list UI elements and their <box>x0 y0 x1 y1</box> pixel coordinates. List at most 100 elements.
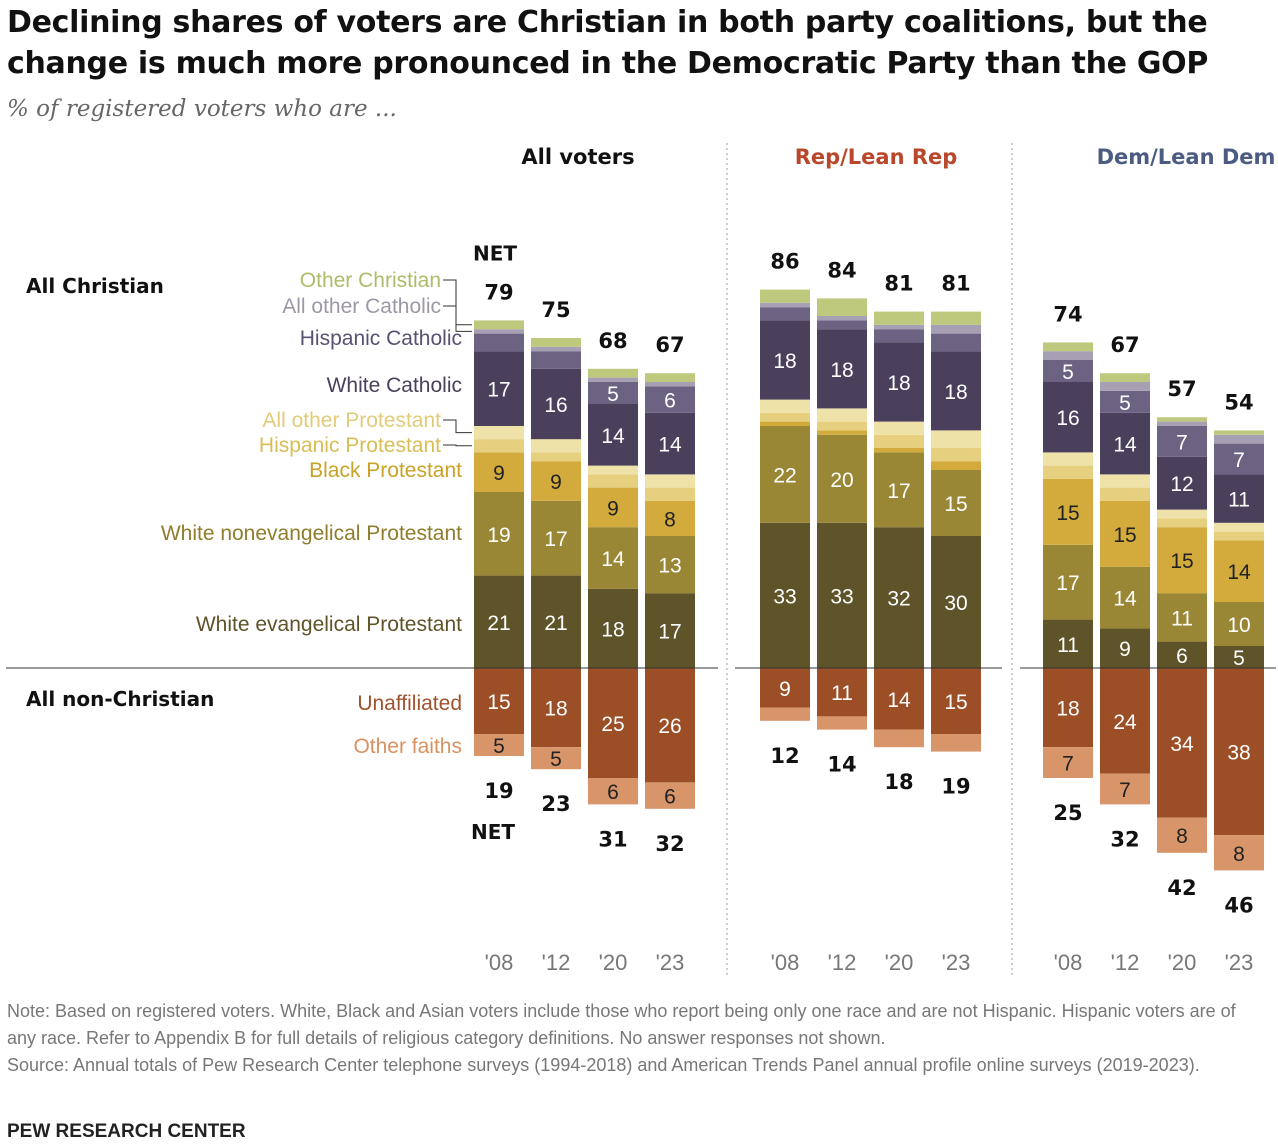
data-label: 15 <box>1056 502 1079 525</box>
net-christian-label: 67 <box>1110 333 1139 357</box>
bar-segment-white-evangelical-protestant <box>588 588 638 668</box>
bar-segment-hispanic-protestant <box>874 434 924 448</box>
data-label: 21 <box>487 612 510 635</box>
data-label: 38 <box>1227 742 1250 765</box>
bar-segment-all-other-catholic <box>474 329 524 334</box>
category-label: Other Christian <box>300 269 441 292</box>
bar-segment-all-other-protestant <box>760 399 810 413</box>
bar-segment-white-nonevangelical-protestant <box>817 434 867 523</box>
net-label: NET <box>471 820 515 844</box>
group-label-non-christian: All non-Christian <box>26 687 214 711</box>
bar-segment-other-christian <box>817 298 867 316</box>
net-non-christian-label: 46 <box>1224 893 1253 917</box>
bar-segment-hispanic-catholic <box>760 307 810 321</box>
data-label: 11 <box>1057 634 1079 657</box>
data-label: 18 <box>544 698 567 721</box>
data-label: 7 <box>1176 431 1188 454</box>
net-christian-label: 86 <box>770 250 799 274</box>
category-label: White evangelical Protestant <box>196 613 462 636</box>
bar-segment-hispanic-protestant <box>474 439 524 453</box>
bar-segment-other-christian <box>1214 430 1264 435</box>
data-label: 14 <box>601 548 625 571</box>
bar-segment-other-faiths <box>874 729 924 748</box>
bar-segment-other-faiths <box>474 734 524 756</box>
net-christian-label: 57 <box>1167 377 1196 401</box>
data-label: 17 <box>658 621 681 644</box>
data-label: 6 <box>664 786 676 809</box>
data-label: 5 <box>1233 647 1245 670</box>
data-label: 15 <box>1170 550 1193 573</box>
bar-segment-all-other-protestant <box>931 430 981 448</box>
panel-title: Dem/Lean Dem <box>1097 145 1276 169</box>
bar-segment-unaffiliated <box>760 668 810 708</box>
data-label: 14 <box>887 689 911 712</box>
bar-segment-other-christian <box>531 338 581 347</box>
net-non-christian-label: 32 <box>1110 827 1139 851</box>
bar-segment-other-christian <box>931 311 981 325</box>
bar-segment-unaffiliated <box>1157 668 1207 818</box>
bar-segment-black-protestant <box>588 487 638 528</box>
bar-segment-black-protestant <box>474 452 524 492</box>
net-non-christian-label: 23 <box>541 792 570 816</box>
bar-segment-white-catholic <box>1214 474 1264 523</box>
bar-segment-unaffiliated <box>1214 668 1264 836</box>
bar-segment-white-nonevangelical-protestant <box>1157 593 1207 642</box>
bar-segment-hispanic-catholic <box>874 329 924 343</box>
bar-segment-other-christian <box>474 320 524 330</box>
bar-segment-white-nonevangelical-protestant <box>531 500 581 576</box>
note: Note: Based on registered voters. White,… <box>7 1001 1236 1048</box>
connector-line <box>443 419 472 434</box>
data-label: 8 <box>1176 825 1188 848</box>
bar-segment-hispanic-protestant <box>531 452 581 462</box>
category-label: Black Protestant <box>309 459 462 482</box>
bar-segment-white-catholic <box>645 412 695 475</box>
bar-segment-white-nonevangelical-protestant <box>645 536 695 594</box>
data-label: 15 <box>944 691 967 714</box>
data-label: 13 <box>658 555 681 578</box>
bar-segment-black-protestant <box>817 430 867 435</box>
bar-segment-other-christian <box>645 373 695 382</box>
net-christian-label: 74 <box>1053 302 1082 326</box>
bar-segment-hispanic-catholic <box>474 333 524 352</box>
net-christian-label: 81 <box>884 272 913 296</box>
bar-segment-white-nonevangelical-protestant <box>1043 544 1093 620</box>
category-label: Unaffiliated <box>357 692 462 715</box>
bar-segment-all-other-catholic <box>1100 382 1150 391</box>
bar-segment-unaffiliated <box>874 668 924 730</box>
bar-segment-white-catholic <box>874 342 924 422</box>
bar-segment-all-other-protestant <box>531 439 581 453</box>
net-non-christian-label: 12 <box>770 744 799 768</box>
bar-segment-other-christian <box>1100 373 1150 382</box>
bar-segment-unaffiliated <box>474 668 524 734</box>
data-label: 15 <box>944 493 967 516</box>
bar-segment-unaffiliated <box>1043 668 1093 748</box>
bar-segment-unaffiliated <box>1100 668 1150 774</box>
bar-segment-other-christian <box>1043 342 1093 352</box>
data-label: 12 <box>1170 473 1193 496</box>
data-label: 11 <box>831 682 853 705</box>
data-label: 5 <box>1062 361 1074 384</box>
bar-segment-white-nonevangelical-protestant <box>588 527 638 589</box>
bar-segment-white-evangelical-protestant <box>931 536 981 668</box>
data-label: 7 <box>1233 449 1245 472</box>
bar-segment-unaffiliated <box>931 668 981 734</box>
category-label: All other Catholic <box>282 295 441 318</box>
footer-brand: PEW RESEARCH CENTER <box>7 1121 246 1142</box>
data-label: 16 <box>1056 407 1079 430</box>
bar-segment-unaffiliated <box>645 668 695 783</box>
category-label: White Catholic <box>327 374 462 397</box>
data-label: 19 <box>487 524 510 547</box>
panel-title: Rep/Lean Rep <box>795 145 958 169</box>
data-label: 10 <box>1227 614 1250 637</box>
bar-segment-white-nonevangelical-protestant <box>874 452 924 528</box>
bar-segment-all-other-catholic <box>817 316 867 321</box>
bar-segment-hispanic-catholic <box>1043 360 1093 382</box>
bar-segment-other-faiths <box>531 747 581 770</box>
bar-segment-black-protestant <box>931 461 981 470</box>
year-tick-label: '23 <box>1225 950 1254 975</box>
net-christian-label: 67 <box>655 333 684 357</box>
data-label: 17 <box>487 379 510 402</box>
bar-segment-white-nonevangelical-protestant <box>931 470 981 536</box>
year-tick-label: '12 <box>542 950 571 975</box>
data-label: 6 <box>664 390 676 413</box>
